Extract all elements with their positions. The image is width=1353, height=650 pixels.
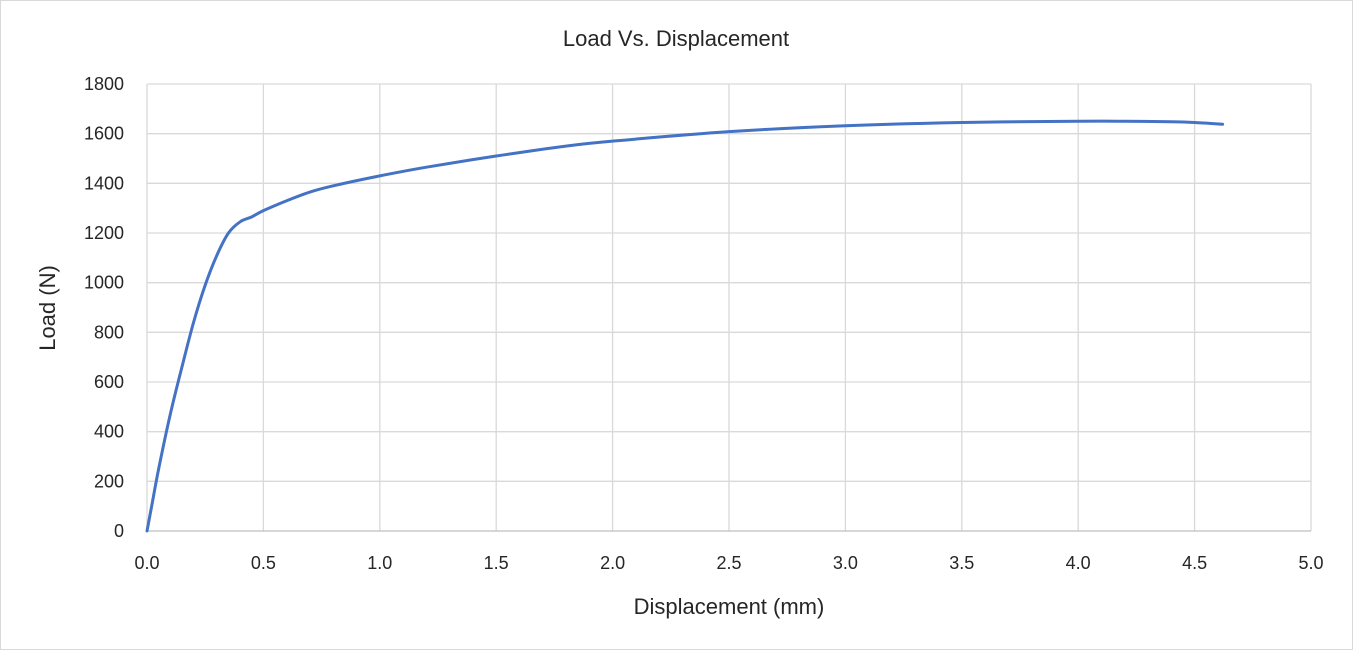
y-tick-label: 600 <box>94 372 124 392</box>
x-tick-label: 2.5 <box>716 553 741 573</box>
y-tick-labels: 0 200 400 600 800 1000 1200 1400 1600 1800 <box>84 74 124 541</box>
y-tick-label: 1000 <box>84 273 124 293</box>
x-tick-label: 1.5 <box>484 553 509 573</box>
y-tick-label: 0 <box>114 521 124 541</box>
x-tick-labels: 0.0 0.5 1.0 1.5 2.0 2.5 3.0 3.5 4.0 4.5 5.0 <box>134 553 1323 573</box>
x-tick-label: 4.0 <box>1066 553 1091 573</box>
y-axis-label: Load (N) <box>35 265 60 351</box>
grid-lines <box>147 84 1311 531</box>
series-line <box>147 121 1223 531</box>
y-tick-label: 800 <box>94 322 124 342</box>
y-tick-label: 1400 <box>84 173 124 193</box>
x-tick-label: 3.0 <box>833 553 858 573</box>
x-tick-label: 2.0 <box>600 553 625 573</box>
x-tick-label: 5.0 <box>1298 553 1323 573</box>
y-tick-label: 1200 <box>84 223 124 243</box>
x-tick-label: 3.5 <box>949 553 974 573</box>
y-tick-label: 200 <box>94 471 124 491</box>
series-layer <box>147 121 1223 531</box>
x-tick-label: 0.5 <box>251 553 276 573</box>
x-axis-label: Displacement (mm) <box>634 594 825 619</box>
y-tick-label: 1800 <box>84 74 124 94</box>
y-tick-label: 400 <box>94 422 124 442</box>
y-tick-label: 1600 <box>84 124 124 144</box>
chart-title: Load Vs. Displacement <box>563 26 789 51</box>
x-tick-label: 4.5 <box>1182 553 1207 573</box>
x-tick-label: 1.0 <box>367 553 392 573</box>
x-tick-label: 0.0 <box>134 553 159 573</box>
